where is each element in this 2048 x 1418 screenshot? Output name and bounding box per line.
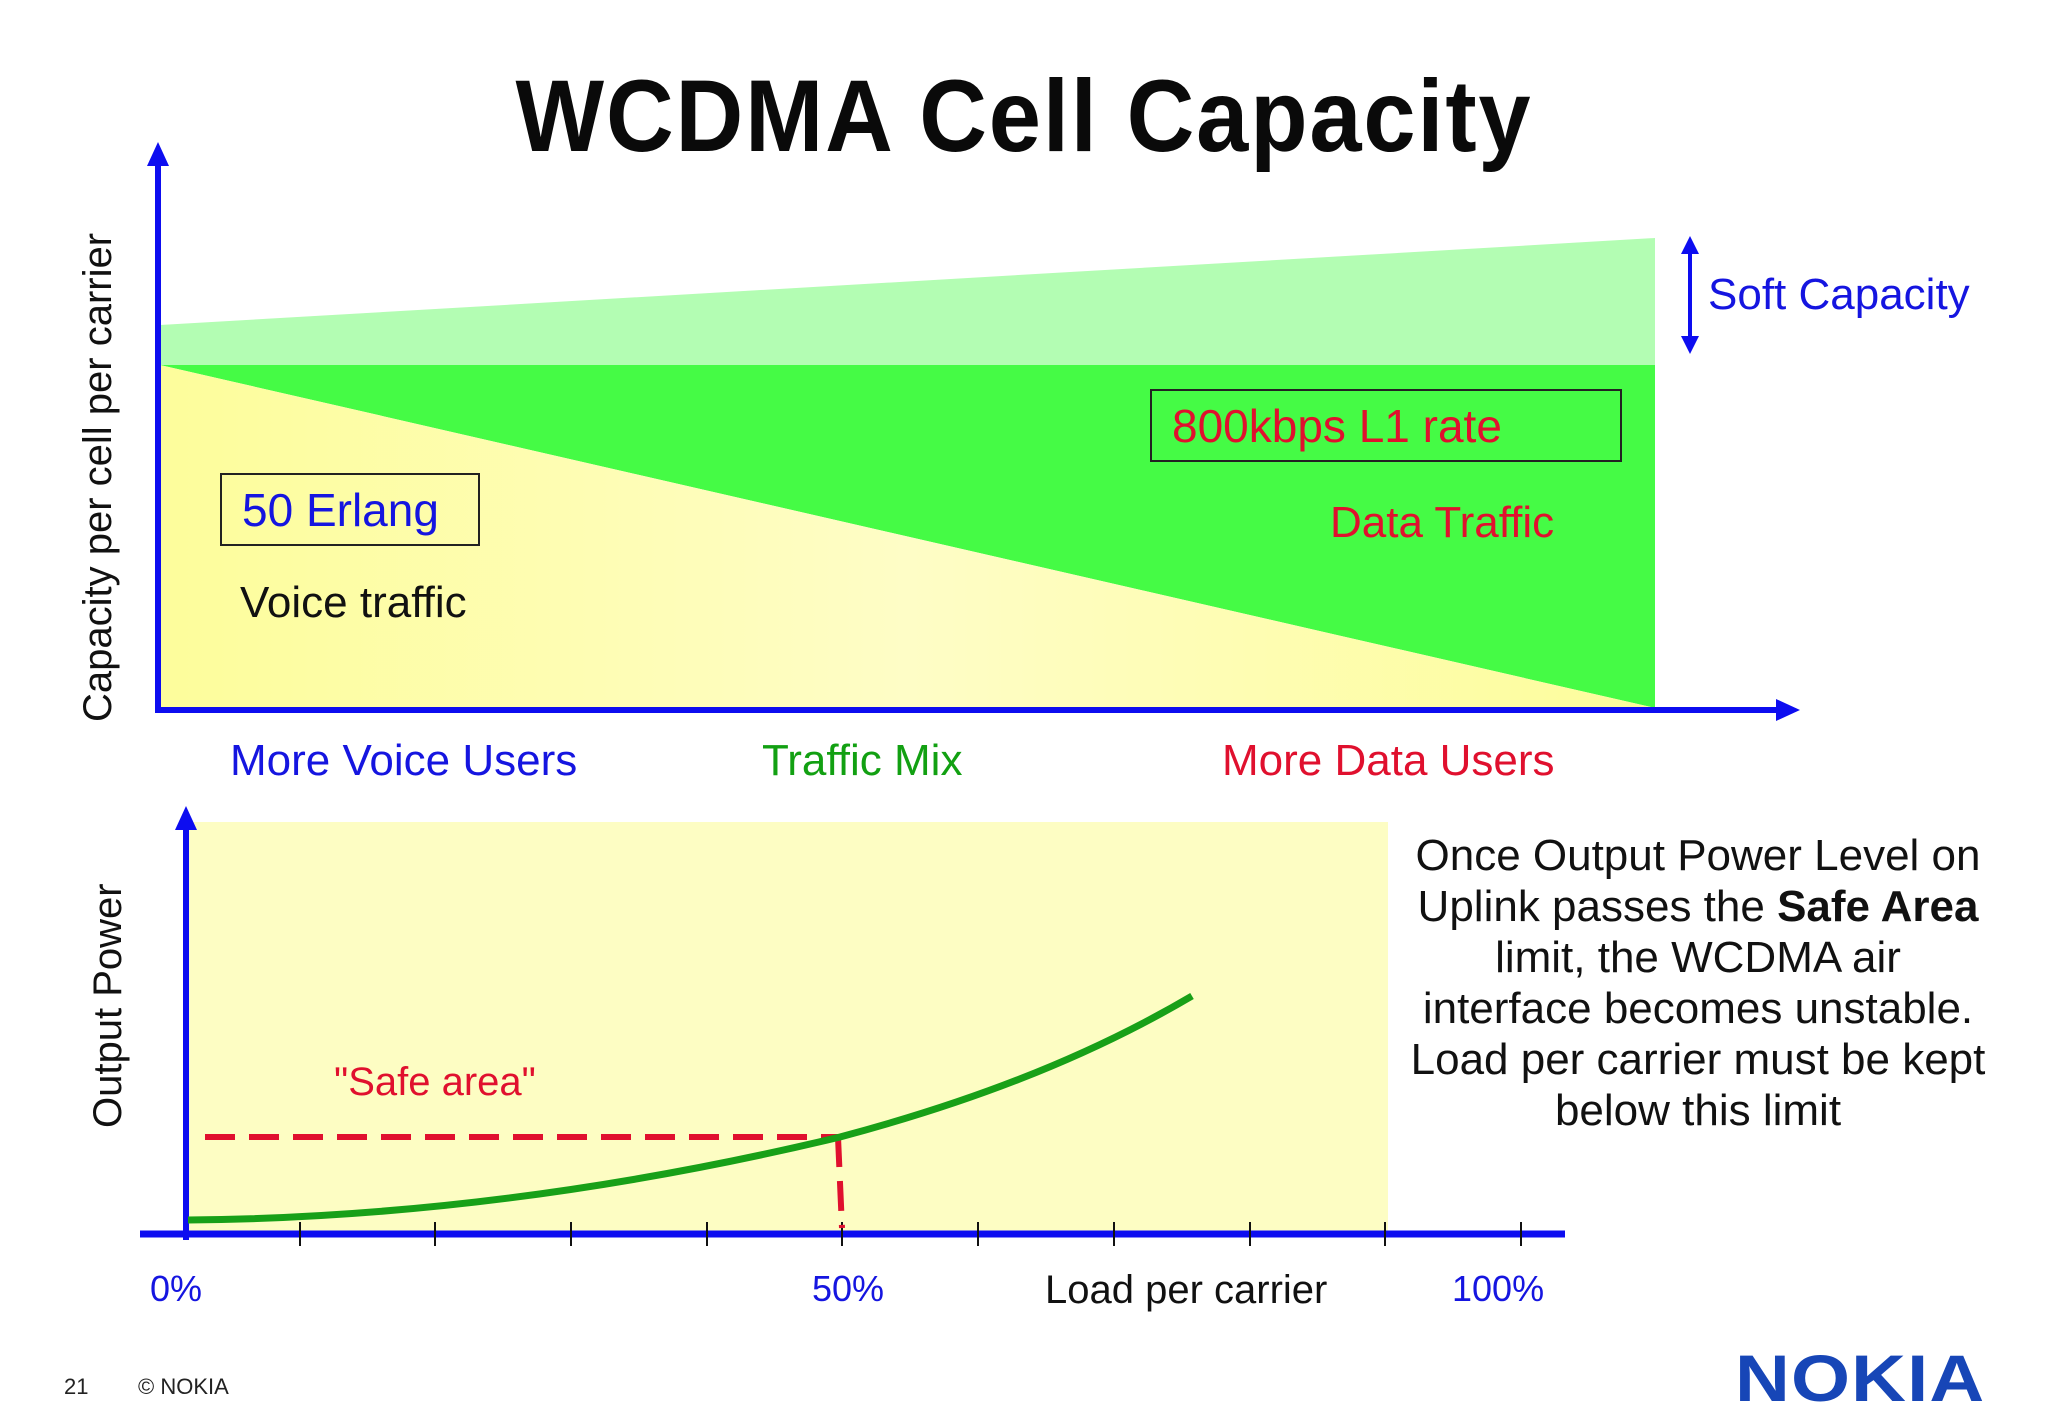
safe-area-vertical	[835, 1136, 845, 1229]
erlang-box-label: 50 Erlang	[242, 483, 439, 536]
top-y-axis-arrow	[147, 142, 169, 166]
safe-area-label: "Safe area"	[334, 1060, 536, 1104]
tick-label-0: 0%	[150, 1268, 203, 1309]
erlang-box: 50 Erlang	[220, 473, 480, 546]
x-axis-ticks	[299, 1222, 1522, 1246]
top-y-axis-label: Capacity per cell per carrier	[76, 232, 120, 722]
soft-capacity-arrow-up	[1681, 236, 1699, 254]
voice-traffic-region	[160, 365, 1655, 708]
x-axis-label: Load per carrier	[1045, 1268, 1328, 1312]
soft-capacity-region	[160, 238, 1655, 365]
bottom-y-axis-arrow	[175, 806, 197, 830]
data-traffic-label: Data Traffic	[1330, 498, 1555, 547]
voice-traffic-label: Voice traffic	[240, 578, 467, 627]
output-power-curve	[187, 992, 1194, 1224]
description-text: Once Output Power Level on Uplink passes…	[1408, 830, 1988, 1136]
nokia-logo: NOKIA	[1735, 1341, 1986, 1415]
data-rate-box: 800kbps L1 rate	[1150, 389, 1622, 462]
bottom-y-axis-label: Output Power	[86, 883, 130, 1128]
soft-capacity-label: Soft Capacity	[1708, 270, 1970, 319]
page-number: 21	[64, 1374, 89, 1399]
category-more-voice-users: More Voice Users	[230, 736, 578, 785]
data-rate-box-label: 800kbps L1 rate	[1172, 399, 1502, 452]
bottom-chart-area	[188, 822, 1388, 1232]
page-title: WCDMA Cell Capacity	[515, 59, 1533, 173]
description-part1: Once Output Power Level on Uplink passes…	[1415, 831, 1981, 931]
soft-capacity-arrow-down	[1681, 336, 1699, 354]
category-traffic-mix: Traffic Mix	[762, 736, 963, 785]
description-part2: limit, the WCDMA air interface becomes u…	[1410, 933, 1986, 1135]
description-bold: Safe Area	[1777, 882, 1979, 931]
top-x-axis-arrow	[1776, 699, 1800, 721]
tick-label-50: 50%	[812, 1268, 885, 1309]
copyright: © NOKIA	[138, 1374, 229, 1399]
tick-label-100: 100%	[1452, 1268, 1545, 1309]
category-more-data-users: More Data Users	[1222, 736, 1555, 785]
